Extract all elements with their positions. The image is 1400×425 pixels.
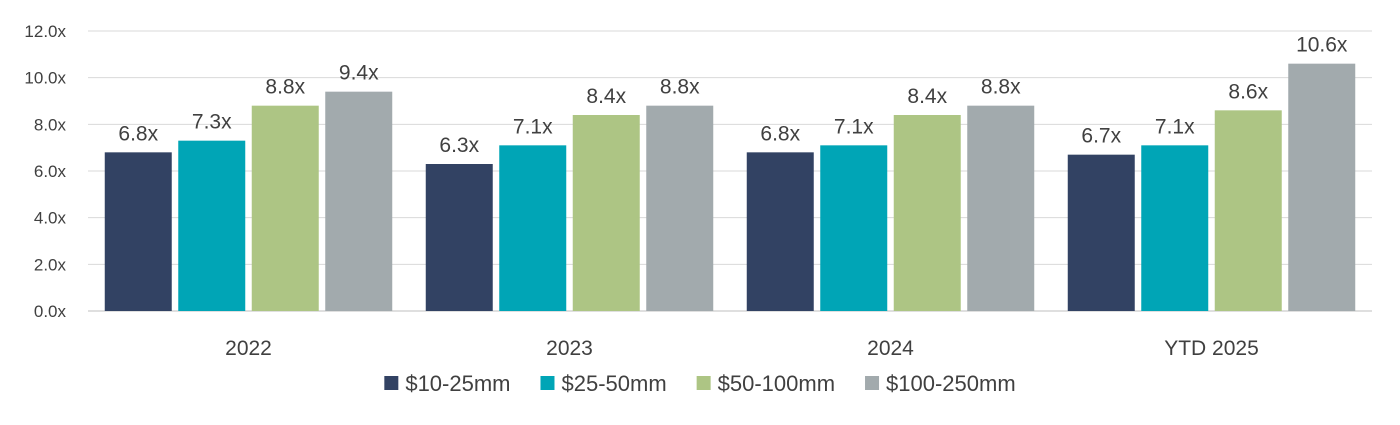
- bar--50-100mm-2023: [572, 115, 640, 311]
- legend-label: $50-100mm: [718, 371, 835, 396]
- data-label: 7.1x: [1155, 115, 1195, 138]
- data-label: 8.6x: [1228, 80, 1268, 103]
- data-label: 10.6x: [1296, 34, 1348, 57]
- data-label: 8.8x: [981, 76, 1021, 99]
- bar--25-50mm-2022: [178, 140, 246, 311]
- data-label: 6.3x: [439, 134, 479, 157]
- legend-item: $100-250mm: [865, 371, 1016, 396]
- data-label: 7.1x: [834, 115, 874, 138]
- x-axis: 2022 2023 2024 YTD 2025: [225, 337, 1259, 360]
- y-axis: 0.0x 2.0x 4.0x 6.0x 8.0x 10.0x 12.0x: [24, 22, 66, 321]
- bar--25-50mm-2023: [499, 145, 567, 311]
- bar--100-250mm-2022: [325, 91, 393, 312]
- bar--50-100mm-2022: [251, 105, 319, 312]
- data-label: 8.4x: [907, 85, 947, 108]
- data-label: 7.3x: [192, 111, 232, 134]
- bar--100-250mm-ytd-2025: [1288, 63, 1356, 311]
- data-label: 7.1x: [513, 115, 553, 138]
- legend-label: $25-50mm: [561, 371, 666, 396]
- legend-label: $10-25mm: [405, 371, 510, 396]
- bar--10-25mm-2023: [425, 164, 493, 311]
- y-tick-label: 12.0x: [24, 22, 66, 41]
- legend-label: $100-250mm: [886, 371, 1016, 396]
- data-label: 8.4x: [586, 85, 626, 108]
- legend-swatch: [696, 376, 711, 390]
- x-category-label: 2022: [225, 337, 272, 360]
- y-tick-label: 4.0x: [34, 209, 67, 228]
- x-category-label: 2024: [867, 337, 914, 360]
- bar--50-100mm-2024: [893, 115, 961, 311]
- legend-item: $25-50mm: [540, 371, 667, 396]
- y-tick-label: 2.0x: [34, 255, 67, 274]
- bar--25-50mm-ytd-2025: [1141, 145, 1209, 311]
- legend-swatch: [865, 376, 880, 390]
- y-tick-label: 6.0x: [34, 162, 67, 181]
- y-tick-label: 8.0x: [34, 115, 67, 134]
- bar--10-25mm-ytd-2025: [1067, 154, 1135, 311]
- bar--25-50mm-2024: [820, 145, 888, 311]
- legend-swatch: [384, 376, 399, 390]
- data-label: 8.8x: [265, 76, 305, 99]
- y-tick-label: 10.0x: [24, 69, 66, 88]
- data-labels: 6.8x 7.3x 8.8x 9.4x 6.3x 7.1x 8.4x 8.8x 6.8x 7.1x…: [118, 34, 1348, 157]
- data-label: 6.8x: [760, 122, 800, 145]
- legend-swatch: [540, 376, 555, 390]
- y-tick-label: 0.0x: [34, 302, 67, 321]
- bar--10-25mm-2022: [104, 152, 172, 311]
- legend-item: $10-25mm: [384, 371, 510, 396]
- bar--50-100mm-ytd-2025: [1214, 110, 1282, 311]
- bar--100-250mm-2023: [646, 105, 714, 312]
- x-category-label: YTD 2025: [1164, 337, 1259, 360]
- bar--100-250mm-2024: [967, 105, 1035, 312]
- bar--10-25mm-2024: [746, 152, 814, 311]
- data-label: 9.4x: [339, 62, 379, 85]
- data-label: 6.7x: [1081, 125, 1121, 148]
- legend: $10-25mm $25-50mm $50-100mm $100-250mm: [384, 371, 1016, 396]
- bars: [104, 63, 1356, 312]
- x-category-label: 2023: [546, 337, 593, 360]
- legend-item: $50-100mm: [696, 371, 835, 396]
- data-label: 6.8x: [118, 122, 158, 145]
- data-label: 8.8x: [660, 76, 700, 99]
